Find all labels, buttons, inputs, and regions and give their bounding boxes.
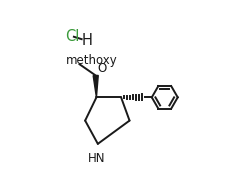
Text: Cl: Cl <box>66 29 80 44</box>
Text: methoxy: methoxy <box>66 53 118 66</box>
Polygon shape <box>93 75 98 97</box>
Text: O: O <box>97 62 106 75</box>
Text: HN: HN <box>88 152 106 165</box>
Text: H: H <box>82 33 93 48</box>
